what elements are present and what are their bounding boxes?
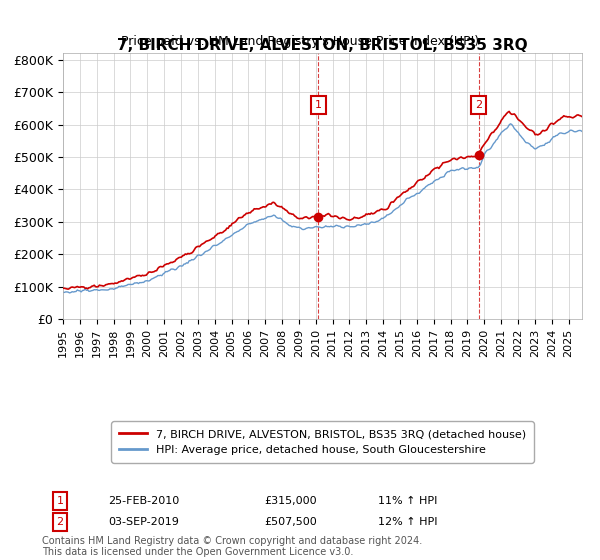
Text: 11% ↑ HPI: 11% ↑ HPI xyxy=(378,496,437,506)
Text: 1: 1 xyxy=(314,100,322,110)
Text: £507,500: £507,500 xyxy=(264,517,317,527)
Text: 2: 2 xyxy=(56,517,64,527)
Legend: 7, BIRCH DRIVE, ALVESTON, BRISTOL, BS35 3RQ (detached house), HPI: Average price: 7, BIRCH DRIVE, ALVESTON, BRISTOL, BS35 … xyxy=(112,422,533,463)
Text: 03-SEP-2019: 03-SEP-2019 xyxy=(108,517,179,527)
Text: 25-FEB-2010: 25-FEB-2010 xyxy=(108,496,179,506)
Text: 12% ↑ HPI: 12% ↑ HPI xyxy=(378,517,437,527)
Title: 7, BIRCH DRIVE, ALVESTON, BRISTOL, BS35 3RQ: 7, BIRCH DRIVE, ALVESTON, BRISTOL, BS35 … xyxy=(117,38,528,53)
Text: 2: 2 xyxy=(475,100,482,110)
Text: Price paid vs. HM Land Registry's House Price Index (HPI): Price paid vs. HM Land Registry's House … xyxy=(121,35,479,48)
Text: 1: 1 xyxy=(56,496,64,506)
Text: Contains HM Land Registry data © Crown copyright and database right 2024.
This d: Contains HM Land Registry data © Crown c… xyxy=(42,535,422,557)
Text: £315,000: £315,000 xyxy=(264,496,317,506)
